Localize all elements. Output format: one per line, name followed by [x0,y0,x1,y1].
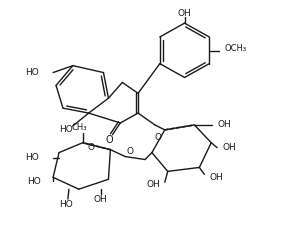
Text: O: O [87,143,94,152]
Text: HO: HO [26,68,39,77]
Text: OH: OH [146,180,160,189]
Text: O: O [127,147,134,156]
Text: HO: HO [59,125,73,134]
Text: OCH₃: OCH₃ [224,44,246,53]
Text: OH: OH [94,195,107,204]
Text: OH: OH [209,173,223,182]
Text: OH: OH [178,9,191,18]
Text: HO: HO [26,153,39,162]
Text: CH₃: CH₃ [71,123,86,132]
Text: O: O [154,133,161,142]
Text: OH: OH [222,143,236,152]
Text: OH: OH [217,120,231,130]
Text: O: O [106,135,113,145]
Text: HO: HO [59,200,73,208]
Text: HO: HO [27,177,41,186]
